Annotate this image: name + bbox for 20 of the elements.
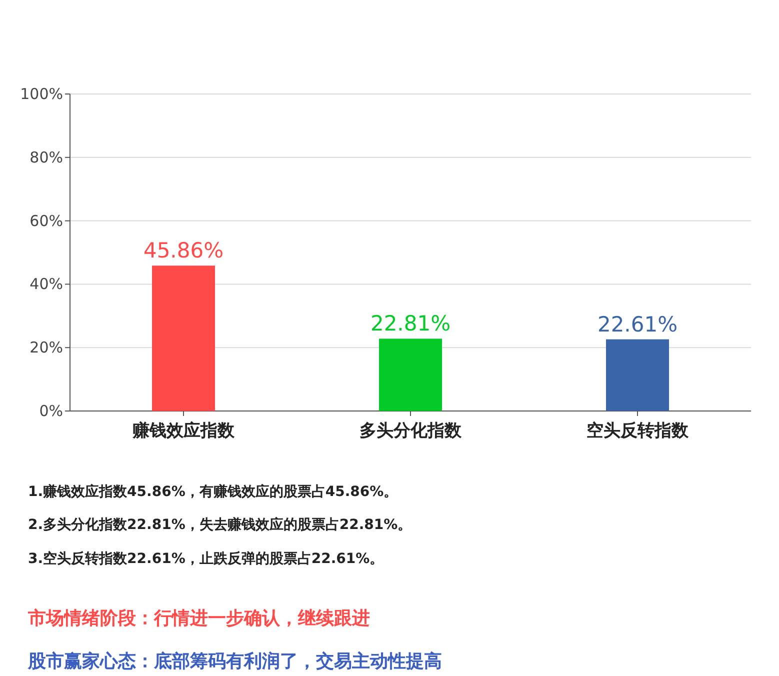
x-tick-label: 多头分化指数: [360, 421, 462, 441]
x-tick-label: 空头反转指数: [586, 421, 690, 441]
y-tick-label: 100%: [20, 85, 63, 103]
y-tick-label: 40%: [30, 275, 63, 294]
y-tick-label: 60%: [30, 212, 63, 230]
bar: [379, 338, 442, 411]
text: 1.赚钱效应指数45.86%，有赚钱效应的股票占45.86%。: [28, 483, 398, 500]
text: 2.多头分化指数22.81%，失去赚钱效应的股票占22.81%。: [28, 516, 412, 533]
y-tick-label: 0%: [39, 402, 63, 420]
x-tick-label: 赚钱效应指数: [132, 421, 236, 441]
text: 3.空头反转指数22.61%，止跌反弹的股票占22.61%。: [28, 550, 384, 567]
bar: [152, 266, 215, 411]
text: 市场情绪阶段：行情进一步确认，继续跟进: [27, 608, 370, 629]
text: 股市赢家心态：底部筹码有利润了，交易主动性提高: [27, 651, 442, 672]
bar: [606, 339, 669, 411]
y-tick-label: 80%: [30, 148, 63, 166]
data-label: 22.81%: [370, 312, 451, 336]
data-label: 22.61%: [597, 312, 678, 336]
y-tick-label: 20%: [30, 338, 63, 357]
data-label: 45.86%: [143, 238, 224, 263]
